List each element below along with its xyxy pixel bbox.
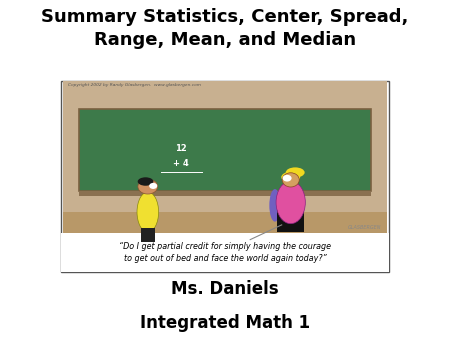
Circle shape — [138, 179, 157, 194]
Bar — [79, 109, 371, 191]
Bar — [79, 191, 371, 196]
Bar — [277, 210, 304, 232]
Ellipse shape — [281, 172, 300, 183]
Text: “Do I get partial credit for simply having the courage
to get out of bed and fac: “Do I get partial credit for simply havi… — [119, 242, 331, 263]
Text: 12: 12 — [175, 144, 187, 153]
Ellipse shape — [269, 189, 281, 222]
Bar — [141, 228, 154, 242]
Ellipse shape — [137, 192, 158, 232]
Text: Summary Statistics, Center, Spread,
Range, Mean, and Median: Summary Statistics, Center, Spread, Rang… — [41, 8, 409, 49]
Ellipse shape — [286, 167, 305, 177]
Text: Copyright 2002 by Randy Glasbergen.  www.glasbergen.com: Copyright 2002 by Randy Glasbergen. www.… — [68, 83, 201, 87]
Ellipse shape — [138, 177, 153, 186]
Bar — [61, 233, 389, 272]
Text: Integrated Math 1: Integrated Math 1 — [140, 314, 310, 332]
Circle shape — [149, 183, 157, 189]
Bar — [61, 81, 389, 272]
Text: Ms. Daniels: Ms. Daniels — [171, 280, 279, 298]
Ellipse shape — [282, 173, 299, 187]
Bar — [63, 81, 387, 233]
Ellipse shape — [276, 181, 306, 224]
Circle shape — [283, 175, 292, 182]
Text: + 4: + 4 — [173, 159, 189, 168]
Text: GLASBERGEN: GLASBERGEN — [348, 225, 381, 230]
Bar — [63, 212, 387, 233]
